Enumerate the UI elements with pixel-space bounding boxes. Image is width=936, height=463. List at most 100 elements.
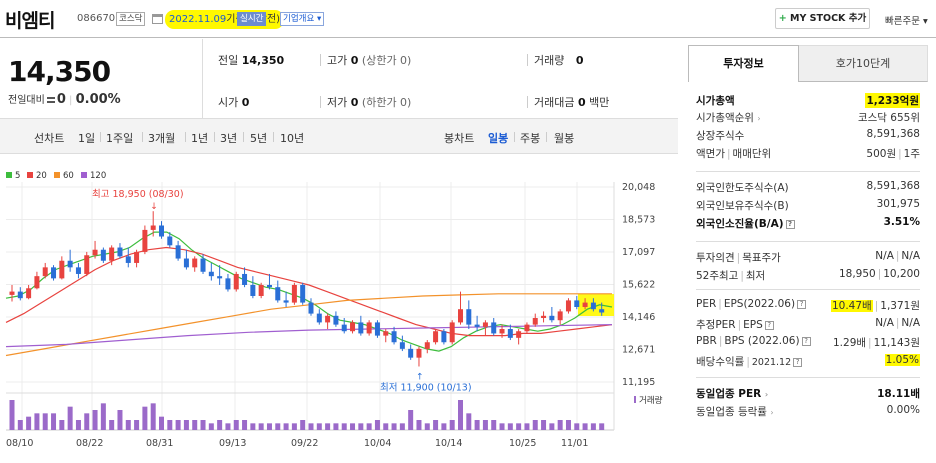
current-price: 14,350 [8, 55, 111, 88]
trade-unit-label: 매매단위 [732, 148, 772, 160]
volume-bar [325, 423, 331, 430]
volume-bar [51, 413, 57, 430]
tab-invest-info[interactable]: 투자정보 [688, 45, 799, 82]
trade-amount: 거래대금 0 백만 [534, 94, 609, 110]
candle-weekly[interactable]: 주봉 [520, 132, 541, 145]
low-price: 저가 0 (하한가 0) [327, 94, 411, 110]
foreign-hold-label: 외국인보유주식수(B) [696, 200, 789, 212]
help-icon[interactable]: ? [764, 320, 774, 330]
volume-bar [200, 420, 206, 430]
candle-body [26, 288, 32, 299]
volume-bar [266, 423, 272, 430]
period-3m[interactable]: 3개월 [148, 132, 176, 145]
volume: 거래량 0 [534, 52, 584, 68]
foreign-ratio-row: 외국인소진율(B/A)? 3.51% [696, 216, 920, 232]
x-tick-label: 10/04 [364, 438, 391, 449]
volume-bar [433, 420, 439, 430]
investment-info-panel: 투자정보 호가10단계 시가총액 1,233억원 시가총액순위 › 코스닥 65… [688, 45, 928, 463]
candle-body [258, 284, 264, 296]
x-tick-label: 09/13 [219, 438, 246, 449]
volume-bar [109, 420, 115, 430]
volume-label: 거래량 [534, 54, 565, 67]
realtime-button[interactable]: 실시간 [237, 12, 267, 26]
volume-bar [541, 420, 547, 430]
period-10y[interactable]: 10년 [280, 132, 305, 145]
chart-period-bar: 선차트 1일 1주일 3개월 1년 3년 5년 10년 봉차트 일봉 주봉 월봉 [0, 118, 678, 154]
week52-value: 18,950 | 10,200 [838, 268, 920, 280]
candle-monthly[interactable]: 월봉 [554, 132, 575, 145]
volume-bar [250, 423, 256, 430]
x-tick-label: 11/01 [561, 438, 588, 449]
legend-swatch-5 [6, 172, 12, 178]
legend-label-60: 60 [63, 171, 74, 181]
volume-bar [441, 423, 447, 430]
candle-body [125, 256, 131, 263]
add-mystock-button[interactable]: + MY STOCK 추가 [775, 8, 870, 29]
period-1y[interactable]: 1년 [191, 132, 209, 145]
listed-shares-row: 상장주식수 8,591,368 [696, 128, 920, 144]
period-1w[interactable]: 1주일 [106, 132, 134, 145]
prev-close: 전일 14,350 [218, 52, 284, 68]
per-value: 10.47배 [830, 300, 873, 312]
quick-order-button[interactable]: 빠른주문 ▾ [885, 16, 928, 27]
sector-per-row: 동일업종 PER › 18.11배 [696, 386, 920, 402]
volume-bar [159, 416, 164, 430]
period-1d[interactable]: 1일 [78, 132, 96, 145]
candle-body [541, 315, 547, 319]
company-info-button[interactable]: 기업개요 ▾ [280, 12, 325, 26]
candle-body [134, 251, 140, 263]
volume-bar [117, 410, 123, 430]
candle-body [458, 309, 463, 323]
sector-per-value: 18.11배 [877, 388, 920, 400]
candle-body [200, 258, 206, 272]
open-value: 0 [241, 96, 250, 109]
candle-body [516, 331, 522, 338]
period-5y[interactable]: 5년 [250, 132, 268, 145]
help-icon[interactable]: ? [801, 336, 811, 346]
candle-body [283, 300, 289, 303]
candle-body [192, 258, 198, 268]
volume-bar [125, 420, 131, 430]
tab-hoga-10[interactable]: 호가10단계 [799, 45, 928, 82]
volume-bar [84, 413, 90, 430]
volume-label: 거래량 [639, 395, 663, 406]
dividend-text: 배당수익률 [696, 356, 745, 368]
week52-high: 18,950 [838, 268, 876, 280]
open-price: 시가 0 [218, 94, 249, 110]
volume-bar [183, 420, 189, 430]
foreign-limit-value: 8,591,368 [866, 180, 920, 192]
y-tick-label: 14,146 [622, 312, 655, 323]
plus-icon: + [778, 13, 787, 24]
volume-bar [366, 423, 372, 430]
chevron-right-icon: › [770, 408, 774, 417]
candle-chart-label[interactable]: 봉차트 [444, 132, 475, 145]
help-icon[interactable]: ? [793, 357, 803, 367]
price-summary: 14,350 전일대비 0 | 0.00% [0, 39, 203, 118]
volume-bar [150, 403, 156, 430]
volume-bar [208, 423, 214, 430]
help-icon[interactable]: ? [797, 299, 807, 309]
opinion-target-label: 투자의견 | 목표주가 [696, 252, 781, 264]
candle-body [416, 348, 422, 358]
candle-body [474, 324, 480, 327]
volume-bar [582, 423, 588, 430]
sector-change-value: 0.00% [886, 404, 920, 416]
high-arrow: ↓ [150, 202, 158, 212]
candle-daily[interactable]: 일봉 [488, 132, 509, 145]
pbr-row: PBR | BPS (2022.06)? 1.29배 | 11,143원 [696, 335, 920, 351]
candle-body [42, 267, 48, 277]
per-label: PER [696, 298, 717, 310]
price-chart[interactable]: 5 20 60 120 20,048 18,573 17,097 15,622 14,146 12… [0, 160, 678, 463]
volume-bar [17, 420, 23, 430]
volume-legend-swatch [634, 396, 636, 403]
par-value-row: 액면가 | 매매단위 500원 | 1주 [696, 146, 920, 162]
candle-body [524, 324, 530, 332]
volume-bar [399, 423, 405, 430]
line-chart-label[interactable]: 선차트 [34, 132, 65, 145]
help-icon[interactable]: ? [785, 219, 795, 229]
candle-body [574, 300, 580, 307]
target-label: 목표주가 [742, 252, 781, 264]
week52-high-label: 52주최고 [696, 270, 739, 282]
candle-body [599, 309, 605, 313]
period-3y[interactable]: 3년 [220, 132, 238, 145]
